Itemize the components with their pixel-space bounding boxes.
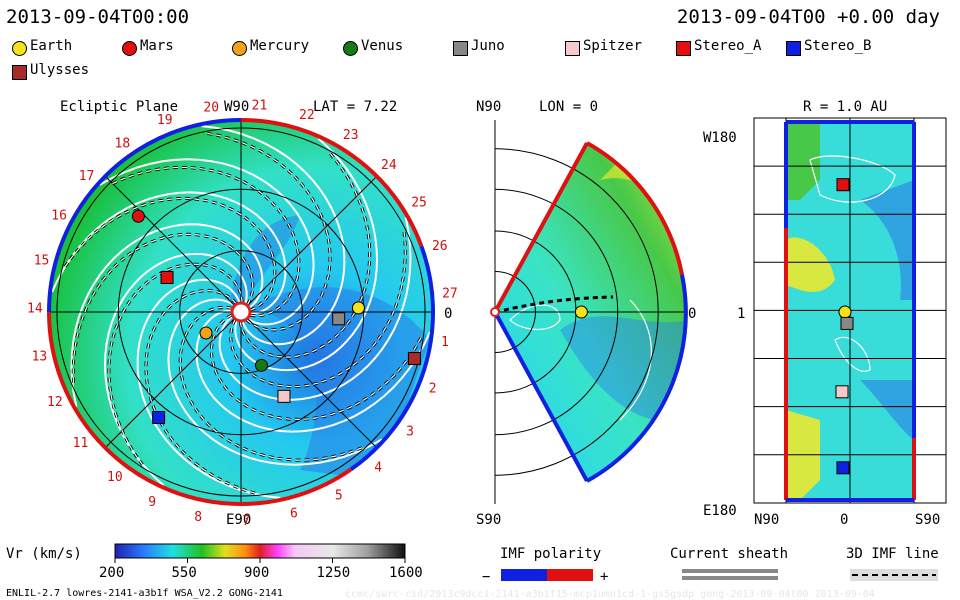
sector-label-7: 7 — [242, 514, 250, 529]
colorbar-tick-1600: 1600 — [389, 565, 423, 581]
latlon-panel: R = 1.0 AU W180 1 E180 N90 0 S90 — [703, 99, 947, 528]
body-spitzer — [277, 389, 291, 403]
legend-swatch-venus — [343, 41, 358, 56]
latlon-xtick-0: N90 — [754, 512, 779, 528]
sheath-label: Current sheath — [670, 546, 788, 562]
sector-label-19: 19 — [157, 113, 173, 128]
body-juno — [332, 312, 346, 326]
latlon-xtick-2: S90 — [915, 512, 940, 528]
meridional-top-label: N90 — [476, 99, 501, 115]
sector-label-10: 10 — [107, 470, 123, 485]
body-stereo_a — [836, 178, 850, 192]
sector-label-3: 3 — [406, 424, 414, 439]
legend-swatch-mercury — [232, 41, 247, 56]
current-sheath: Current sheath — [670, 546, 788, 580]
legend-swatch-stereo_b — [786, 41, 801, 56]
ecliptic-top-label: W90 — [224, 99, 249, 115]
legend-label-juno: Juno — [471, 38, 505, 54]
sector-label-26: 26 — [432, 239, 448, 254]
sector-label-18: 18 — [115, 136, 131, 151]
sector-label-27: 27 — [442, 286, 458, 301]
body-stereo_b — [836, 461, 850, 475]
legend-swatch-mars — [122, 41, 137, 56]
colorbar-tick-1250: 1250 — [317, 565, 351, 581]
sector-label-9: 9 — [148, 495, 156, 510]
imf-label: IMF polarity — [500, 546, 601, 562]
body-earth — [351, 301, 365, 315]
latlon-mid-left: 1 — [737, 306, 745, 322]
ecliptic-lat-label: LAT = 7.22 — [313, 99, 397, 115]
colorbar-label: Vr (km/s) — [6, 546, 82, 562]
body-earth — [838, 305, 852, 319]
sector-label-23: 23 — [343, 128, 359, 143]
latlon-top-left: W180 — [703, 130, 737, 146]
sector-label-2: 2 — [429, 382, 437, 397]
legend-label-venus: Venus — [361, 38, 404, 54]
meridional-bottom-label: S90 — [476, 512, 501, 528]
legend-label-stereo_a: Stereo_A — [694, 38, 762, 54]
legend-label-spitzer: Spitzer — [583, 38, 643, 54]
ecliptic-panel: Ecliptic Plane W90 LAT = 7.22 E90 0 1234… — [27, 99, 458, 529]
legend-label-mercury: Mercury — [250, 38, 310, 54]
body-stereo_b — [152, 410, 166, 424]
footer: ENLIL-2.7 lowres-2141-a3b1f WSA_V2.2 GON… — [6, 588, 283, 599]
body-juno — [840, 316, 854, 330]
sector-label-12: 12 — [47, 395, 63, 410]
colorbar-tick-200: 200 — [99, 565, 124, 581]
body-spitzer — [835, 385, 849, 399]
sector-label-15: 15 — [34, 253, 50, 268]
colorbar: Vr (km/s) 200 550 900 1250 1600 — [6, 543, 423, 581]
watermark: ccmc/swrc-cid/2913c9dcc1-2141-a3b1f15-mc… — [345, 589, 875, 600]
ecliptic-bottom-label: E90 — [226, 512, 251, 528]
imf-minus: − — [482, 569, 490, 585]
body-earth — [574, 305, 588, 319]
meridional-lon-label: LON = 0 — [539, 99, 598, 115]
imf-plus: + — [600, 569, 608, 585]
latlon-xtick-1: 0 — [840, 512, 848, 528]
sector-label-20: 20 — [203, 100, 219, 115]
sector-label-22: 22 — [299, 108, 315, 123]
meridional-right-label: 0 — [688, 306, 696, 322]
legend-swatch-stereo_a — [676, 41, 691, 56]
imf-line-legend: 3D IMF line — [846, 546, 939, 581]
sector-label-24: 24 — [381, 158, 397, 173]
legend-swatch-ulysses — [12, 65, 27, 80]
ecliptic-title: Ecliptic Plane — [60, 99, 178, 115]
sector-label-21: 21 — [252, 99, 268, 114]
sector-label-6: 6 — [290, 507, 298, 522]
latlon-bottom-left: E180 — [703, 503, 737, 519]
sector-label-13: 13 — [32, 349, 48, 364]
colorbar-tick-900: 900 — [244, 565, 269, 581]
left-date: 2013-09-04T00:00 — [6, 6, 190, 28]
sector-label-4: 4 — [374, 461, 382, 476]
sector-label-25: 25 — [411, 196, 427, 211]
legend-label-ulysses: Ulysses — [30, 62, 90, 78]
sector-label-14: 14 — [27, 301, 43, 316]
sector-label-1: 1 — [441, 335, 449, 350]
legend-swatch-spitzer — [565, 41, 580, 56]
body-mars — [131, 209, 145, 223]
latlon-title: R = 1.0 AU — [803, 99, 887, 115]
sector-label-17: 17 — [79, 169, 95, 184]
body-venus — [254, 358, 268, 372]
legend-swatch-juno — [453, 41, 468, 56]
ecliptic-right-label: 0 — [444, 306, 452, 322]
sector-label-8: 8 — [194, 510, 202, 525]
sector-label-16: 16 — [51, 209, 67, 224]
meridional-panel: N90 LON = 0 S90 0 — [476, 99, 696, 528]
sector-label-11: 11 — [73, 436, 89, 451]
legend-label-stereo_b: Stereo_B — [804, 38, 872, 54]
imf-line-label: 3D IMF line — [846, 546, 939, 562]
legend-label-earth: Earth — [30, 38, 73, 54]
right-date: 2013-09-04T00 +0.00 day — [676, 6, 940, 28]
body-ulysses — [407, 351, 421, 365]
imf-polarity: IMF polarity − + — [482, 546, 608, 585]
colorbar-tick-550: 550 — [172, 565, 197, 581]
sector-label-5: 5 — [335, 488, 343, 503]
body-stereo_a — [160, 271, 174, 285]
body-mercury — [199, 326, 213, 340]
legend-label-mars: Mars — [140, 38, 174, 54]
legend-swatch-earth — [12, 41, 27, 56]
